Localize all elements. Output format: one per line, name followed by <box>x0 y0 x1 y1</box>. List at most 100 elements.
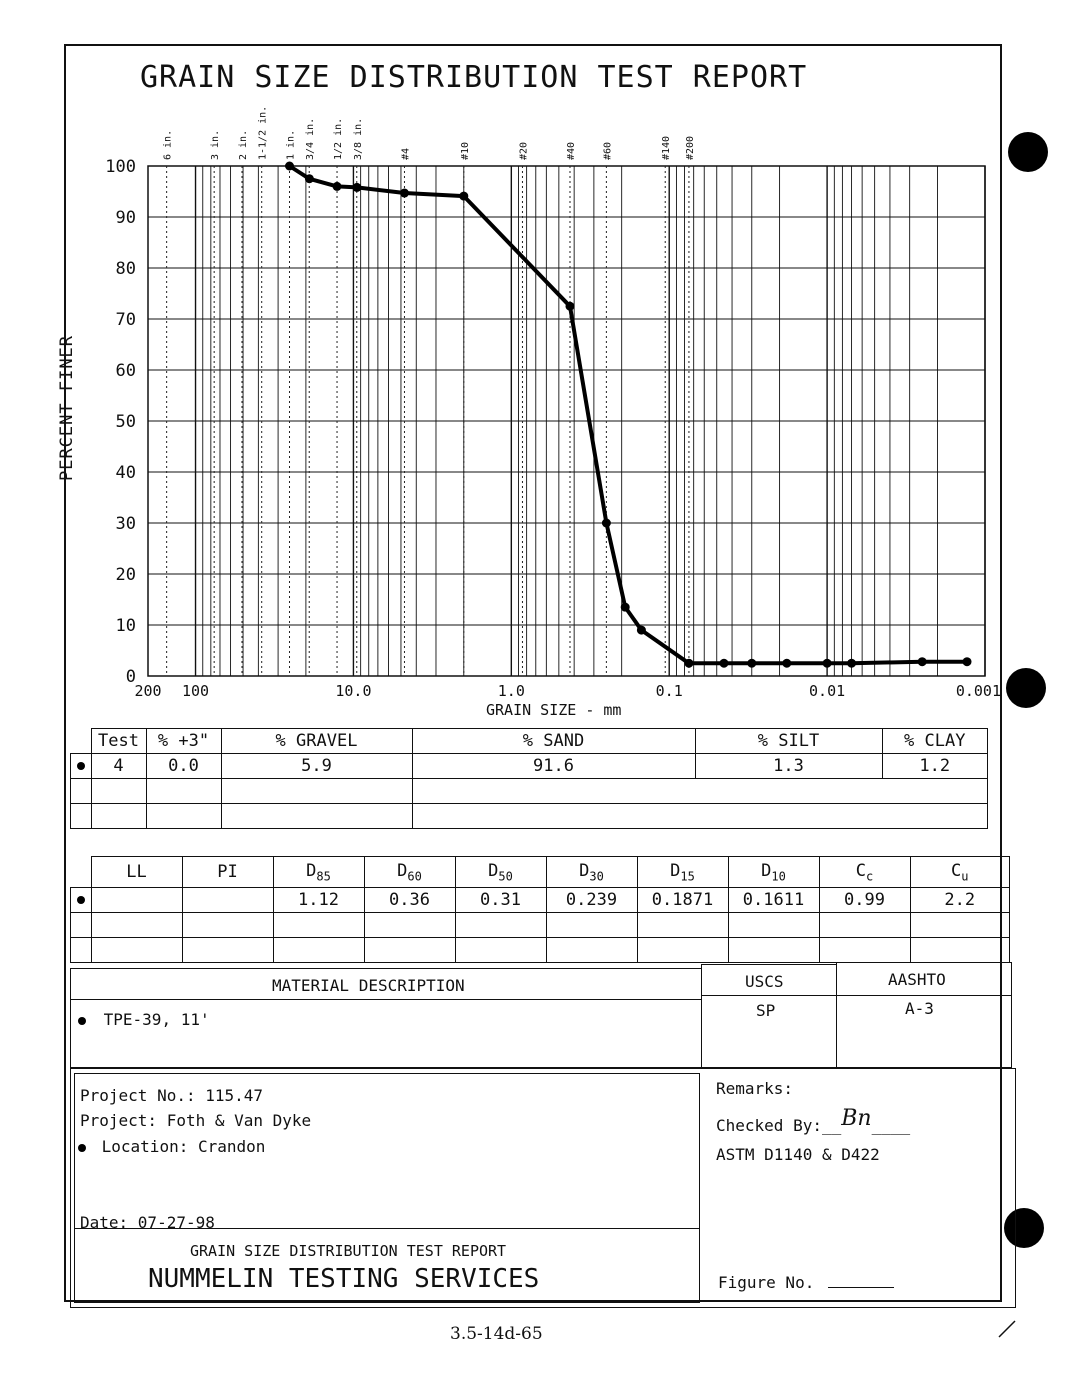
material-description: TPE-39, 11' <box>78 1010 210 1029</box>
sieve-label: #60 <box>602 142 613 160</box>
checked-initials: Bn <box>841 1106 872 1131</box>
sieve-label: 2 in. <box>238 130 249 160</box>
x-axis-label: GRAIN SIZE - mm <box>486 701 622 719</box>
cell-ll <box>90 887 183 913</box>
report-title: GRAIN SIZE DISTRIBUTION TEST REPORT <box>140 60 808 95</box>
header-plus3: % +3" <box>145 728 222 754</box>
header-test: Test <box>90 728 147 754</box>
y-tick-label: 40 <box>116 463 136 483</box>
data-point <box>332 181 342 191</box>
y-tick-label: 10 <box>116 616 136 636</box>
data-point <box>684 658 694 668</box>
cell-d15: 0.1871 <box>636 887 729 913</box>
cell-pi <box>181 887 274 913</box>
project-number: Project No.: 115.47 <box>80 1086 264 1105</box>
limits-table: LL PI D85 D60 D50 D30 D15 D10 Cc Cu 1.12… <box>70 856 1010 963</box>
company-name: NUMMELIN TESTING SERVICES <box>148 1264 540 1294</box>
header-clay: % CLAY <box>881 728 988 754</box>
report-label: GRAIN SIZE DISTRIBUTION TEST REPORT <box>190 1242 507 1260</box>
header-d15: D15 <box>636 856 729 888</box>
cell-gravel: 5.9 <box>220 753 413 779</box>
punch-hole <box>1004 1208 1044 1248</box>
x-tick-label: 1.0 <box>498 682 525 700</box>
cell-cc: 0.99 <box>818 887 911 913</box>
x-tick-label: 0.01 <box>809 682 845 700</box>
sieve-label: #200 <box>685 136 696 160</box>
gradation-curve <box>288 164 967 666</box>
header-d60: D60 <box>363 856 456 888</box>
cell-plus3: 0.0 <box>145 753 222 779</box>
sieve-label: 1-1/2 in. <box>258 106 269 160</box>
header-ll: LL <box>90 856 183 888</box>
y-tick-label: 60 <box>116 361 136 381</box>
sieve-label: 3 in. <box>210 130 221 160</box>
aashto-box <box>836 962 1012 1068</box>
data-point <box>304 174 314 184</box>
data-point <box>822 658 832 668</box>
data-point <box>917 657 927 667</box>
figure-number: Figure No. <box>718 1273 895 1292</box>
uscs-header: USCS <box>745 972 784 991</box>
sieve-label: 3/4 in. <box>305 118 316 160</box>
y-tick-label: 30 <box>116 514 136 534</box>
uscs-value: SP <box>756 1001 776 1020</box>
sample-bullet-icon <box>78 1016 86 1025</box>
y-tick-label: 70 <box>116 310 136 330</box>
punch-hole <box>1008 132 1048 172</box>
cell-cu: 2.2 <box>909 887 1010 913</box>
sieve-label: 1 in. <box>286 130 297 160</box>
x-tick-label: 0.001 <box>956 682 1001 700</box>
checked-by: Checked By:__Bn____ <box>716 1106 911 1135</box>
sieve-label: 3/8 in. <box>353 118 364 160</box>
data-point <box>747 658 757 668</box>
sample-bullet-icon <box>78 1143 86 1152</box>
data-point <box>459 191 469 201</box>
x-tick-label: 10.0 <box>335 682 371 700</box>
aashto-header: AASHTO <box>888 970 946 989</box>
data-point <box>847 658 857 668</box>
cell-d30: 0.239 <box>545 887 638 913</box>
y-tick-label: 0 <box>126 667 136 687</box>
cell-d10: 0.1611 <box>727 887 820 913</box>
data-point <box>565 301 575 311</box>
y-tick-label: 50 <box>116 412 136 432</box>
data-point <box>719 658 729 668</box>
cell-test: 4 <box>90 753 147 779</box>
report-frame <box>64 44 1002 1302</box>
sieve-label: #4 <box>400 148 411 160</box>
data-point <box>285 161 295 171</box>
header-pi: PI <box>181 856 274 888</box>
header-cc: Cc <box>818 856 911 888</box>
sieve-label: #140 <box>661 136 672 160</box>
astm-standard: ASTM D1140 & D422 <box>716 1145 880 1164</box>
cell-silt: 1.3 <box>694 753 883 779</box>
header-d10: D10 <box>727 856 820 888</box>
project-date: Date: 07-27-98 <box>80 1213 215 1232</box>
cell-d85: 1.12 <box>272 887 365 913</box>
material-header: MATERIAL DESCRIPTION <box>272 976 465 995</box>
sieve-label: #20 <box>518 142 529 160</box>
sample-bullet-icon <box>76 896 85 904</box>
project-location: Location: Crandon <box>78 1137 265 1156</box>
sieve-label: #10 <box>460 142 471 160</box>
project-box <box>74 1073 700 1303</box>
header-d85: D85 <box>272 856 365 888</box>
header-cu: Cu <box>909 856 1010 888</box>
sample-bullet-icon <box>76 762 85 770</box>
cell-d50: 0.31 <box>454 887 547 913</box>
sieve-label: 1/2 in. <box>333 118 344 160</box>
y-tick-label: 90 <box>116 208 136 228</box>
sieve-label: #40 <box>566 142 577 160</box>
x-tick-label: 100 <box>182 682 209 700</box>
data-point <box>962 657 972 667</box>
header-silt: % SILT <box>694 728 883 754</box>
grain-size-chart: 6 in. 3 in. 2 in. 1-1/2 in. 1 in. 3/4 in. 1/2 … <box>105 106 1001 700</box>
header-gravel: % GRAVEL <box>220 728 413 754</box>
header-d50: D50 <box>454 856 547 888</box>
remarks-label: Remarks: <box>716 1079 794 1098</box>
y-tick-label: 80 <box>116 259 136 279</box>
y-axis-label: PERCENT FINER <box>57 334 78 482</box>
data-point <box>636 625 646 635</box>
cell-clay: 1.2 <box>881 753 988 779</box>
y-tick-label: 100 <box>105 157 136 177</box>
